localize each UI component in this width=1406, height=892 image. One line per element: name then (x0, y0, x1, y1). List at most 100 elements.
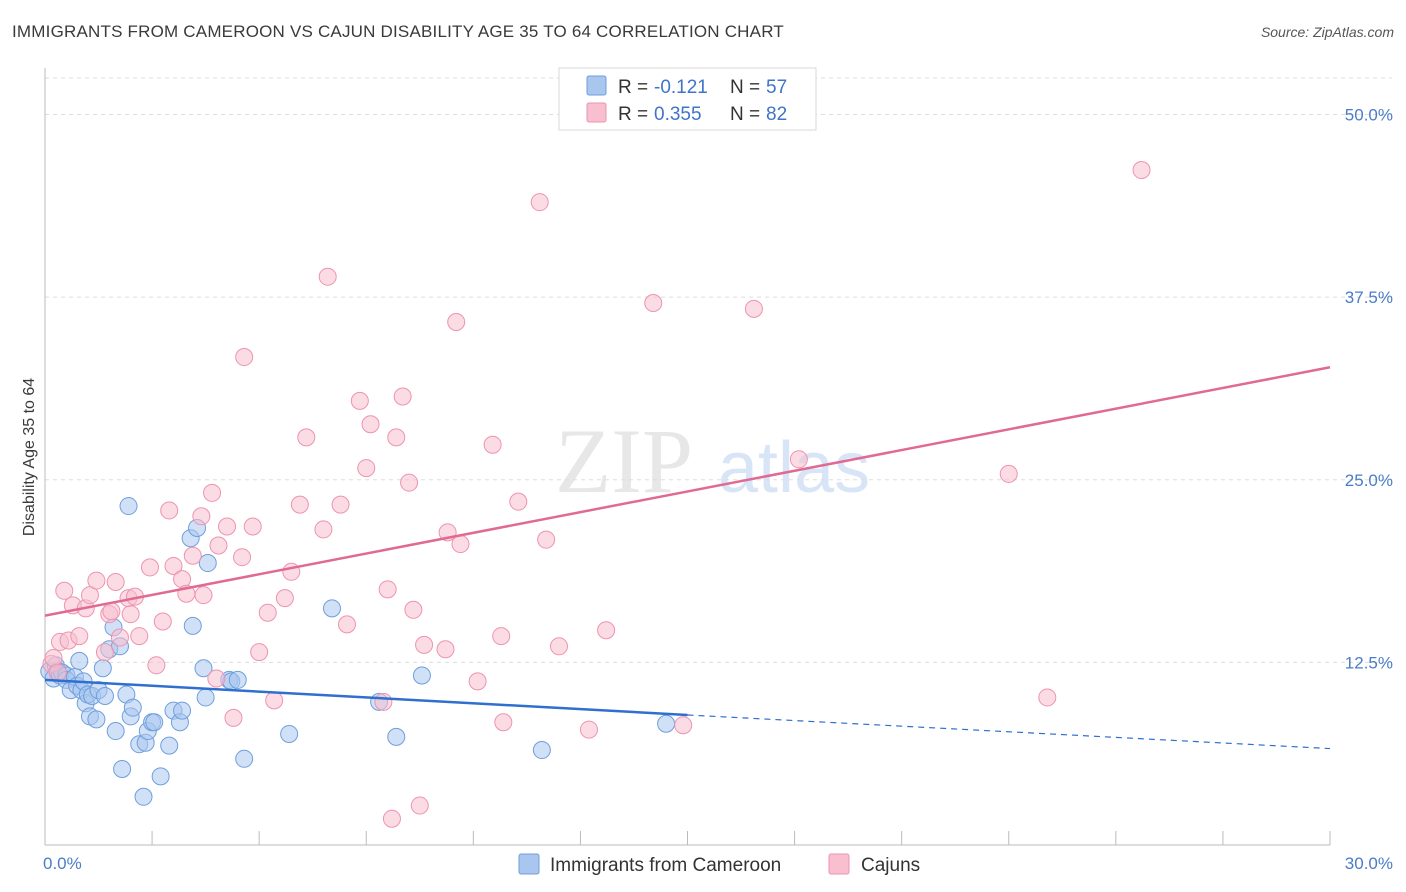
cajun-point (447, 312, 466, 331)
cajun-point (644, 293, 663, 312)
cajun-point (400, 473, 419, 492)
cameroon-point (95, 686, 114, 705)
cajun-point (110, 628, 129, 647)
cameroon-point (228, 670, 247, 689)
grid-lines (45, 77, 1392, 663)
cajun-point (483, 435, 502, 454)
cajun-point (87, 571, 106, 590)
legend-n-value-2: 82 (766, 104, 787, 125)
cajun-point (243, 517, 262, 536)
cajun-point (350, 391, 369, 410)
cajun-point (55, 581, 74, 600)
cajun-point (160, 501, 179, 520)
cameroon-point (113, 760, 132, 779)
legend-swatch-cameroon (586, 75, 607, 96)
cajun-point (130, 627, 149, 646)
cajun-point (537, 530, 556, 549)
legend-r-label-2: R = (618, 104, 648, 125)
legend-r-label-1: R = (618, 77, 648, 98)
cameroon-point (151, 767, 170, 786)
cameroon-point (183, 616, 202, 635)
cajun-point (361, 415, 380, 434)
cajun-point (218, 517, 237, 536)
legend-r-value-2: 0.355 (654, 104, 702, 125)
cajun-point (744, 299, 763, 318)
cajun-point (194, 586, 213, 605)
bottom-legend-cajuns: Cajuns (861, 855, 920, 876)
x-tick-label: 30.0% (1345, 854, 1393, 873)
cajun-point (1132, 161, 1151, 180)
cajun-point (331, 495, 350, 514)
cajun-point (357, 459, 376, 478)
cameroon-point (70, 651, 89, 670)
bottom-legend: Immigrants from Cameroon Cajuns (518, 853, 920, 876)
tick-labels: 12.5% 25.0% 37.5% 50.0% 0.0% 30.0% (43, 106, 1393, 873)
cajun-point (297, 428, 316, 447)
cajun-point (121, 605, 140, 624)
legend-n-value-1: 57 (766, 77, 787, 98)
cajun-trend-line (44, 366, 1331, 617)
cajun-point (192, 507, 211, 526)
chart-title: IMMIGRANTS FROM CAMEROON VS CAJUN DISABI… (12, 22, 784, 41)
legend-n-label-2: N = (730, 104, 760, 125)
cameroon-point (134, 787, 153, 806)
bottom-legend-cameroon: Immigrants from Cameroon (550, 855, 781, 876)
cajun-point (374, 692, 393, 711)
trend-lines (44, 366, 1331, 750)
cajun-point (207, 669, 226, 688)
cajun-point (530, 193, 549, 212)
x-tick-label: 0.0% (43, 854, 82, 873)
cajun-point (674, 716, 693, 735)
cameroon-point (196, 688, 215, 707)
legend: R = -0.121 N = 57 R = 0.355 N = 82 (558, 67, 817, 131)
cameroon-point (322, 599, 341, 618)
cameroon-point (123, 698, 142, 717)
cajun-point (410, 796, 429, 815)
cameroon-point (387, 727, 406, 746)
cameroon-point (119, 497, 138, 516)
cajun-point (209, 536, 228, 555)
cajun-point (1038, 688, 1057, 707)
cajun-point (153, 612, 172, 631)
cajun-point (314, 520, 333, 539)
cajun-point (404, 600, 423, 619)
cajun-point (494, 713, 513, 732)
cajun-point (789, 450, 808, 469)
cajun-point (393, 387, 412, 406)
cajun-point (999, 464, 1018, 483)
cameroon-point (280, 724, 299, 743)
cajun-point (378, 580, 397, 599)
cajun-point (224, 708, 243, 727)
cajun-point (451, 535, 470, 554)
cameroon-point (87, 710, 106, 729)
cameroon-point (145, 713, 164, 732)
data-points (40, 161, 1151, 828)
cameroon-point (106, 722, 125, 741)
cajun-point (203, 483, 222, 502)
cajun-point (183, 546, 202, 565)
cajun-point (265, 691, 284, 710)
axes (44, 68, 1331, 846)
cajun-point (147, 656, 166, 675)
cameroon-point (198, 554, 217, 573)
cameroon-trend-line (44, 678, 688, 717)
y-tick-label: 50.0% (1345, 106, 1393, 125)
cajun-point (48, 663, 67, 682)
cameroon-point (160, 736, 179, 755)
cameroon-point (532, 741, 551, 760)
cajun-point (233, 548, 252, 567)
cajun-point (597, 621, 616, 640)
cameroon-trend-extension (687, 714, 1331, 750)
cajun-point (468, 672, 487, 691)
bottom-legend-swatch-cameroon (518, 853, 540, 875)
cameroon-point (93, 659, 112, 678)
cameroon-point (657, 714, 676, 733)
cajun-point (550, 637, 568, 656)
y-axis-label: Disability Age 35 to 64 (21, 378, 38, 536)
watermark-zip: ZIP (555, 410, 693, 512)
cajun-point (95, 643, 114, 662)
source-label: Source: ZipAtlas.com (1260, 24, 1394, 40)
cajun-point (509, 492, 528, 511)
cameroon-point (412, 666, 431, 685)
